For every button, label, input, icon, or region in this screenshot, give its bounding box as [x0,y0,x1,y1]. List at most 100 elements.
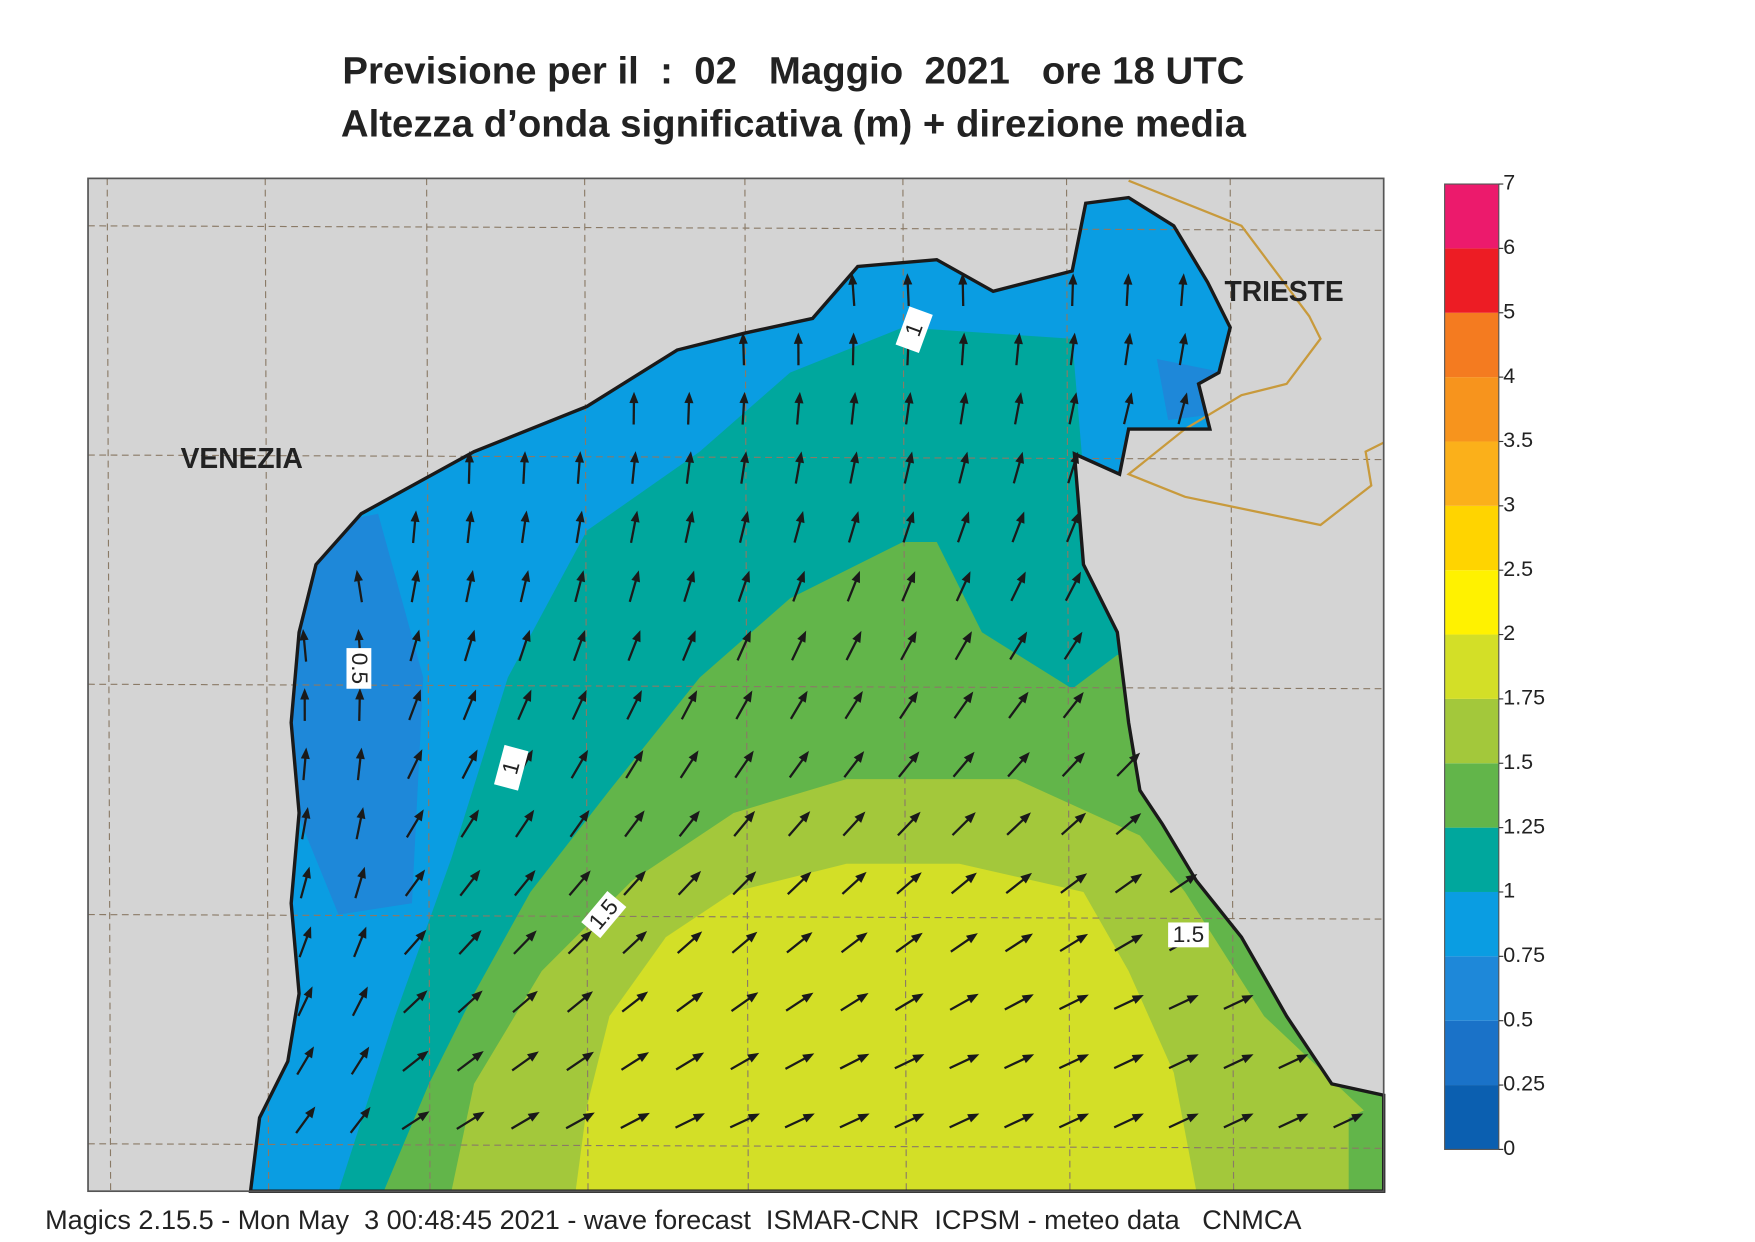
arrow-head [464,451,474,463]
arrow-head [578,749,589,762]
arrow-head [520,510,530,523]
arrow-head [850,451,860,464]
legend-tick-label: 2.5 [1503,557,1533,581]
arrow-head [416,990,428,1002]
arrow-head [960,511,970,524]
arrow-head [303,986,313,999]
arrow-head [795,510,805,524]
wave-direction-arrows [295,273,1364,1134]
title-line-1: Previsione per il : 02 Maggio 2021 ore 1… [342,50,1244,93]
parallel [88,913,1384,920]
legend-tick-label: 0.5 [1503,1007,1533,1031]
arrow-head [740,510,750,523]
legend-bin [1444,1020,1499,1086]
arrow-head [414,869,426,882]
arrow-head [1186,1054,1199,1064]
arrow-head [744,810,756,823]
arrow-head [1130,873,1143,884]
arrow-head [906,571,916,584]
arrow-head [411,569,421,582]
arrow-head [360,1106,371,1119]
arrow-head [632,630,641,643]
arrow-head [1296,1054,1309,1064]
title-line-2: Altezza d’onda significativa (m) + direz… [341,103,1247,146]
arrow-head [849,391,859,404]
arrow-head [855,871,867,883]
contour-label-text: 1 [497,758,524,777]
legend-bin [1444,698,1499,764]
arrow-head [958,332,968,345]
arrow-head [962,631,972,644]
arrow-head [472,1111,485,1122]
arrow-head [465,510,475,523]
parallel [88,1143,1384,1149]
contour-label-box [581,891,627,939]
arrow-head [636,991,649,1003]
arrow-head [631,570,641,583]
arrow-head [1013,332,1023,345]
arrow-head [964,812,976,824]
legend-tick-label: 1.5 [1503,750,1533,774]
arrow-head [1131,934,1144,944]
arrow-head [1123,273,1133,285]
legend-tick-label: 4 [1503,364,1515,388]
arrow-head [413,749,423,762]
arrow-head [301,807,311,819]
arrow-head [905,451,915,464]
arrow-head [799,811,811,823]
arrow-head [359,1046,370,1059]
arrow-head [302,926,312,939]
arrow-head [1186,994,1199,1004]
arrow-head [1068,273,1078,285]
wave-height-zone [287,513,424,915]
arrow-head [958,273,968,285]
arrow-head [521,629,531,642]
arrow-head [582,1112,595,1122]
arrow-head [690,870,702,883]
arrow-head [1185,874,1198,885]
arrow-head [358,986,368,999]
arrow-head [1076,933,1089,944]
wave-height-zone [575,863,1197,1192]
arrow-head [692,1113,705,1123]
arrow-head [848,332,858,344]
legend-bin [1444,248,1499,313]
arrow-head [577,689,587,703]
arrow-head [630,451,640,463]
arrow-head [908,691,919,704]
contour-label-text: 0.5 [347,653,372,684]
arrow-head [1071,571,1081,584]
arrow-head [684,391,694,404]
arrow-head [521,570,531,583]
legend-bin [1444,634,1499,699]
arrow-head [745,871,757,883]
legend-tick-label: 3.5 [1503,428,1533,452]
arrow-head [798,750,809,763]
arrow-head [1073,691,1084,704]
arrow-head [526,990,538,1002]
arrow-head [527,1051,539,1062]
legend-tick-label: 0.25 [1503,1072,1545,1096]
legend-bin [1444,441,1499,506]
arrow-head [1072,631,1083,644]
legend-tick-label: 0 [1503,1136,1515,1160]
arrow-head [632,690,642,703]
parallel [88,454,1384,461]
arrow-head [797,690,808,703]
legend-tick-label: 2 [1503,621,1515,645]
contour-label-box [1168,922,1209,948]
legend-bin [1444,377,1499,442]
legend-bin [1444,184,1499,249]
arrow-head [910,872,922,884]
arrow-head [300,688,310,700]
arrow-head [965,872,977,884]
arrow-head [1296,1113,1309,1123]
coastline [248,195,1386,1193]
arrow-head [685,510,695,523]
arrow-head [801,992,814,1003]
contour-label-box [346,648,372,689]
legend-tick-label: 0.75 [1503,943,1545,967]
arrow-head [688,750,699,763]
legend-bin [1444,827,1499,892]
arrow-head [796,570,805,583]
